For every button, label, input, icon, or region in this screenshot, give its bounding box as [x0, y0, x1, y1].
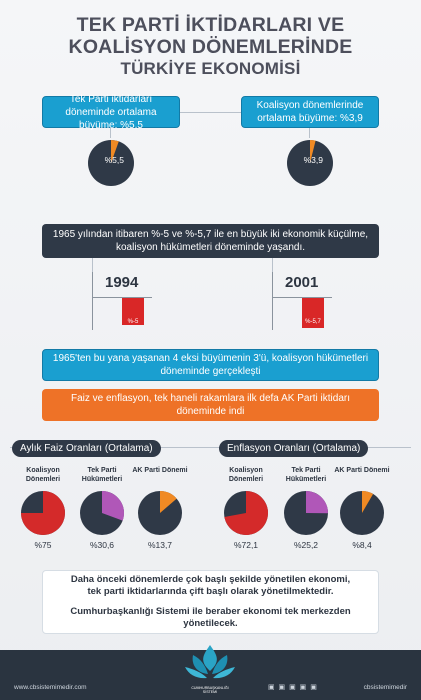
- chart-2001-axis-x: [272, 297, 332, 298]
- footer-handle[interactable]: cbsistemimedir: [363, 684, 407, 691]
- interest-akparti-label: AK Parti Dönemi: [132, 467, 188, 474]
- bar-1994: [122, 298, 144, 325]
- footer-website[interactable]: www.cbsistemimedir.com: [14, 684, 87, 691]
- logo-text: CUMHURBAŞKANLIĞI SİSTEMİ: [191, 686, 229, 694]
- negative-growth-box: 1965'ten bu yana yaşanan 4 eksi büyümeni…: [42, 349, 379, 381]
- cb-logo-icon: [185, 645, 235, 679]
- inflation-tekparti-label: Tek Parti Hükümetleri: [285, 467, 327, 483]
- pie-slice-value: [306, 491, 328, 514]
- year-2001: 2001: [285, 274, 319, 291]
- summary-box: Daha önceki dönemlerde çok başlı şekilde…: [42, 570, 379, 634]
- interest-heading: Aylık Faiz Oranları (Ortalama): [12, 440, 161, 457]
- koalisyon-growth-pie: %3,9: [287, 140, 333, 186]
- title-line-1: TEK PARTİ İKTİDARLARI VE: [76, 14, 345, 36]
- bar-2001: [302, 298, 324, 329]
- contraction-text: 1965 yılından itibaren %-5 ve %-5,7 ile …: [52, 229, 369, 253]
- inflation-akparti-pie: [340, 491, 384, 535]
- inflation-koalisyon-label: Koalisyon Dönemleri: [228, 467, 264, 483]
- inflation-akparti-value: %8,4: [352, 540, 372, 550]
- pie-slice-value: [362, 491, 374, 513]
- title-line-2: KOALİSYON DÖNEMLERİNDE: [68, 36, 353, 58]
- pie-slice-growth: [310, 140, 316, 163]
- pie-slice-value: [224, 491, 268, 535]
- bar-2001-label: %-5,7: [305, 319, 321, 325]
- pie-slice-value: [102, 491, 124, 521]
- inflation-koalisyon-pie: [224, 491, 268, 535]
- right-pie-connector: [309, 128, 310, 138]
- bar-1994-label: %-5: [127, 319, 139, 325]
- page-title: TEK PARTİ İKTİDARLARI VE KOALİSYON DÖNEM…: [0, 14, 421, 80]
- faiz-enflasyon-text: Faiz ve enflasyon, tek haneli rakamlara …: [70, 393, 351, 417]
- chart-2001-axis-y: [272, 272, 273, 330]
- interest-akparti-pie: [138, 491, 182, 535]
- summary-line-2: tek parti iktidarlarında çift başlı olar…: [87, 586, 334, 597]
- summary-line-3: Cumhurbaşkanlığı Sistemi ile beraber eko…: [70, 606, 351, 629]
- inflation-akparti-label: AK Parti Dönemi: [334, 467, 390, 474]
- left-pie-connector: [110, 128, 111, 138]
- inflation-koalisyon-value: %72,1: [233, 540, 259, 550]
- summary-line-1: Daha önceki dönemlerde çok başlı şekilde…: [70, 574, 351, 585]
- interest-akparti-value: %13,7: [147, 540, 173, 550]
- chart-1994-axis-y: [92, 272, 93, 330]
- title-line-3: TÜRKİYE EKONOMİSİ: [120, 59, 301, 78]
- faiz-enflasyon-box: Faiz ve enflasyon, tek haneli rakamlara …: [42, 389, 379, 421]
- interest-koalisyon-label: Koalisyon Dönemleri: [25, 467, 61, 483]
- interest-tekparti-pie: [80, 491, 124, 535]
- koalisyon-growth-text: Koalisyon dönemlerinde ortalama büyüme: …: [256, 100, 364, 124]
- pie-slice-value: [160, 491, 177, 513]
- section-divider: [10, 447, 411, 448]
- growth-connector: [180, 112, 241, 113]
- left-bar-connector: [92, 258, 93, 273]
- interest-koalisyon-pie: [21, 491, 65, 535]
- contraction-box: 1965 yılından itibaren %-5 ve %-5,7 ile …: [42, 224, 379, 258]
- tek-parti-growth-pie: %5,5: [88, 140, 134, 186]
- tek-parti-growth-box: Tek Parti iktidarları döneminde ortalama…: [42, 94, 180, 131]
- inflation-tekparti-pie: [284, 491, 328, 535]
- interest-tekparti-label: Tek Parti Hükümetleri: [81, 467, 123, 483]
- inflation-tekparti-value: %25,2: [293, 540, 319, 550]
- negative-growth-text: 1965'ten bu yana yaşanan 4 eksi büyümeni…: [52, 353, 369, 377]
- chart-1994-axis-x: [92, 297, 152, 298]
- pie-slice-growth: [111, 140, 119, 163]
- inflation-heading: Enflasyon Oranları (Ortalama): [219, 440, 369, 457]
- right-bar-connector: [272, 258, 273, 273]
- interest-koalisyon-value: %75: [34, 540, 52, 550]
- koalisyon-growth-label: %3,9: [304, 155, 324, 165]
- pie-slice-value: [21, 491, 65, 535]
- interest-tekparti-value: %30,6: [89, 540, 115, 550]
- social-icons[interactable]: ▣ ▣ ▣ ▣ ▣: [268, 684, 318, 691]
- tek-parti-growth-text: Tek Parti iktidarları döneminde ortalama…: [65, 93, 157, 131]
- year-1994: 1994: [105, 274, 139, 291]
- tek-parti-growth-label: %5,5: [105, 155, 125, 165]
- koalisyon-growth-box: Koalisyon dönemlerinde ortalama büyüme: …: [241, 96, 379, 128]
